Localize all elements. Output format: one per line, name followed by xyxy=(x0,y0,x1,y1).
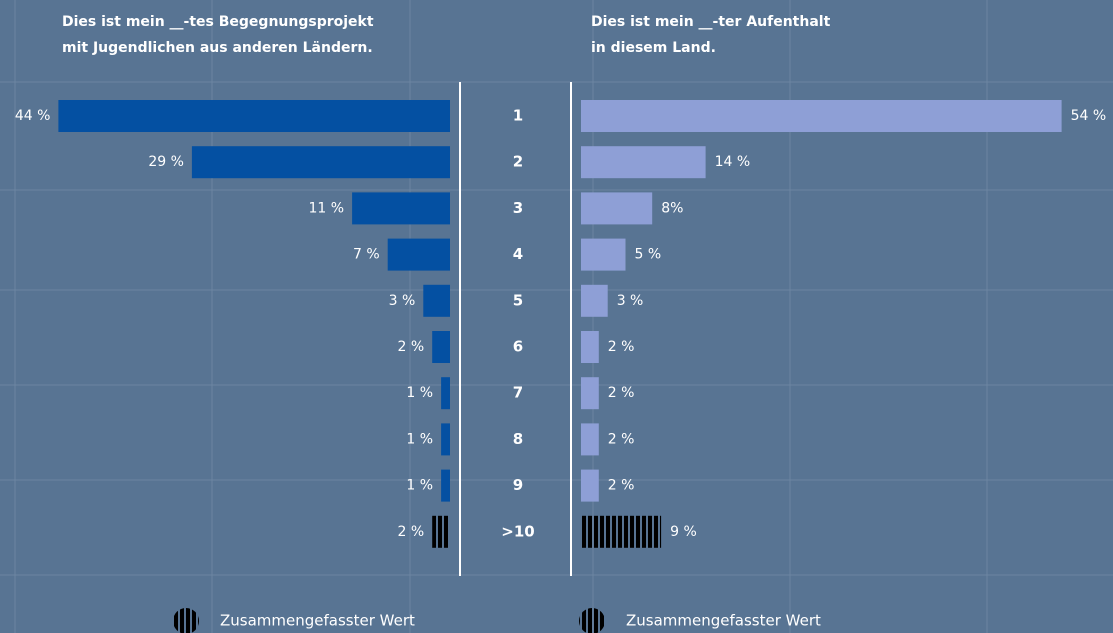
category-label: 6 xyxy=(513,338,523,356)
bar xyxy=(58,100,451,132)
value-label: 54 % xyxy=(1071,108,1107,124)
value-label: 5 % xyxy=(635,247,662,263)
value-label: 2 % xyxy=(608,478,635,494)
value-label: 11 % xyxy=(309,200,345,216)
bar xyxy=(581,146,706,179)
bar xyxy=(441,469,450,502)
category-label: 4 xyxy=(513,245,523,263)
bar xyxy=(581,192,653,225)
bar xyxy=(441,423,450,456)
value-label: 1 % xyxy=(406,431,433,447)
category-label: >10 xyxy=(501,522,534,540)
value-label: 2 % xyxy=(608,339,635,355)
bar xyxy=(581,515,662,548)
value-label: 7 % xyxy=(353,247,380,263)
value-label: 29 % xyxy=(148,154,184,170)
value-label: 2 % xyxy=(608,431,635,447)
legend-label: Zusammengefasster Wert xyxy=(626,612,821,630)
chart-title: Dies ist mein __-ter Aufenthalt xyxy=(591,14,831,30)
legend: Zusammengefasster Wert xyxy=(173,608,415,633)
chart-title: Dies ist mein __-tes Begegnungsprojekt xyxy=(62,14,374,30)
bar xyxy=(581,469,599,502)
bar xyxy=(432,331,450,363)
chart-title: in diesem Land. xyxy=(591,40,716,56)
value-label: 1 % xyxy=(406,478,433,494)
category-label: 3 xyxy=(513,199,523,217)
category-label: 9 xyxy=(513,476,523,494)
category-label: 5 xyxy=(513,291,523,309)
bar xyxy=(581,423,599,456)
value-label: 2 % xyxy=(398,339,425,355)
value-label: 14 % xyxy=(715,154,751,170)
bar xyxy=(387,238,450,271)
category-label: 8 xyxy=(513,430,523,448)
legend-icon xyxy=(579,608,605,633)
value-label: 3 % xyxy=(389,293,416,309)
chart-title: mit Jugendlichen aus anderen Ländern. xyxy=(62,40,373,56)
category-label: 1 xyxy=(513,107,523,125)
bar xyxy=(191,146,450,179)
legend-label: Zusammengefasster Wert xyxy=(220,612,415,630)
value-label: 8% xyxy=(661,200,683,216)
value-label: 2 % xyxy=(608,385,635,401)
bar xyxy=(581,100,1062,132)
value-label: 2 % xyxy=(398,524,425,540)
value-label: 9 % xyxy=(670,524,697,540)
legend: Zusammengefasster Wert xyxy=(579,608,821,633)
bar xyxy=(423,284,450,317)
category-label: 7 xyxy=(513,384,523,402)
legend-icon xyxy=(173,608,199,633)
bar xyxy=(432,515,450,548)
value-label: 3 % xyxy=(617,293,644,309)
value-label: 1 % xyxy=(406,385,433,401)
bar xyxy=(441,377,450,410)
value-label: 44 % xyxy=(15,108,51,124)
bar xyxy=(581,284,608,317)
bar xyxy=(581,377,599,410)
bar xyxy=(581,238,626,271)
bar xyxy=(581,331,599,363)
bar xyxy=(352,192,450,225)
category-label: 2 xyxy=(513,153,523,171)
